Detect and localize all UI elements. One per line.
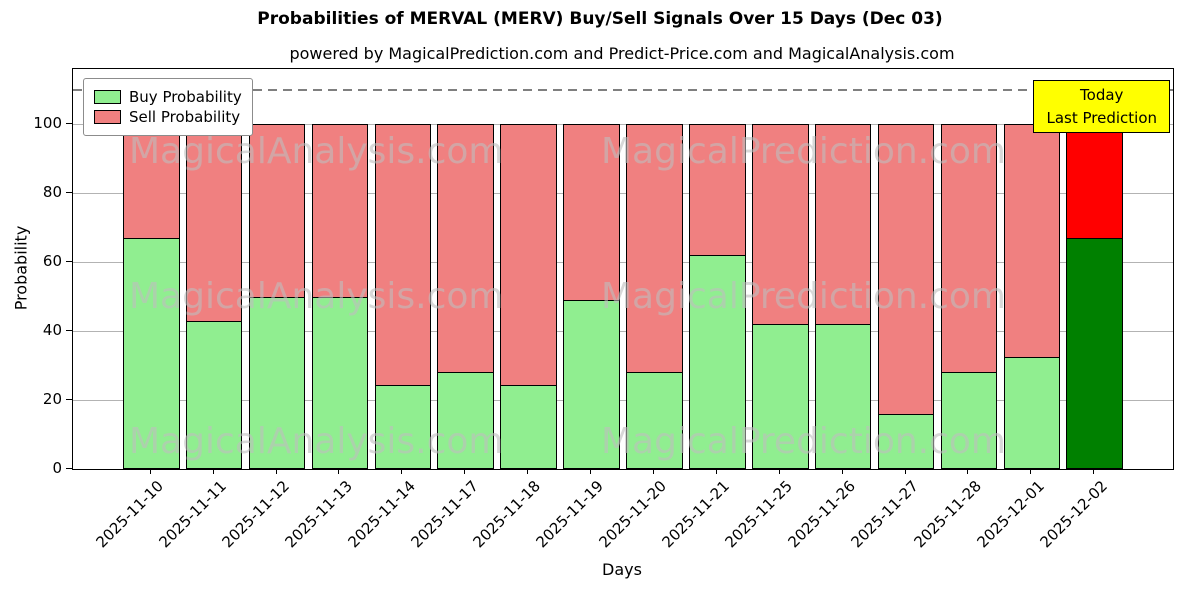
- buy-segment: [374, 384, 432, 469]
- watermark-text: MagicalAnalysis.com: [129, 276, 504, 317]
- watermark-text: MagicalAnalysis.com: [129, 421, 504, 462]
- x-tick-mark: [652, 468, 654, 474]
- x-tick-label: 2025-11-27: [847, 477, 922, 552]
- x-tick-label: 2025-11-26: [784, 477, 859, 552]
- sell-segment: [437, 124, 495, 374]
- x-tick-label: 2025-11-20: [595, 477, 671, 552]
- buy-segment: [248, 296, 306, 469]
- y-tick-label: 0: [52, 459, 62, 477]
- buy-segment: [437, 372, 495, 469]
- y-tick-label: 100: [33, 114, 62, 133]
- buy-segment: [1003, 356, 1061, 469]
- buy-segment: [814, 324, 872, 469]
- x-tick-label: 2025-11-25: [721, 477, 796, 552]
- x-tick-mark: [1093, 468, 1095, 474]
- x-tick-mark: [778, 468, 780, 474]
- buy-segment: [311, 296, 369, 469]
- y-tick-mark: [66, 122, 72, 124]
- gridline: [73, 192, 1173, 194]
- watermark-text: MagicalPrediction.com: [601, 131, 1006, 172]
- buy-segment: [1066, 237, 1123, 469]
- x-tick-mark: [967, 468, 969, 474]
- buy-probability-swatch: [94, 90, 121, 104]
- x-tick-label: 2025-11-11: [155, 477, 230, 552]
- x-tick-mark: [841, 468, 843, 474]
- x-tick-mark: [527, 468, 529, 474]
- sell-segment: [563, 124, 620, 302]
- y-tick-mark: [66, 191, 72, 193]
- y-tick-label: 40: [42, 321, 62, 340]
- x-tick-mark: [338, 468, 340, 474]
- gridline: [73, 123, 1173, 125]
- sell-segment: [1003, 124, 1061, 358]
- x-tick-mark: [715, 468, 717, 474]
- sell-segment: [940, 124, 998, 374]
- legend-label-buy: Buy Probability: [129, 88, 242, 106]
- x-tick-mark: [464, 468, 466, 474]
- x-tick-mark: [212, 468, 214, 474]
- y-tick-label: 60: [42, 252, 62, 271]
- watermark-text: MagicalAnalysis.com: [129, 131, 504, 172]
- x-tick-mark: [904, 468, 906, 474]
- x-tick-label: 2025-11-13: [281, 477, 356, 552]
- y-tick-label: 20: [42, 390, 62, 409]
- sell-segment: [1066, 124, 1123, 239]
- x-tick-label: 2025-11-12: [218, 477, 293, 552]
- buy-segment: [626, 372, 683, 469]
- buy-segment: [563, 300, 620, 469]
- x-tick-mark: [149, 468, 151, 474]
- y-tick-label: 80: [42, 183, 62, 202]
- x-tick-label: 2025-11-21: [658, 477, 734, 552]
- x-tick-label: 2025-11-28: [910, 477, 985, 552]
- x-tick-mark: [275, 468, 277, 474]
- sell-segment: [311, 124, 369, 298]
- y-tick-mark: [66, 329, 72, 331]
- gridline: [73, 330, 1173, 332]
- x-tick-mark: [401, 468, 403, 474]
- sell-segment: [248, 124, 306, 298]
- today-annotation: Today Last Prediction: [1033, 80, 1170, 133]
- legend-item-buy: Buy Probability: [94, 88, 242, 106]
- legend-item-sell: Sell Probability: [94, 108, 242, 126]
- gridline: [73, 399, 1173, 401]
- plot-area: Buy Probability Sell Probability Today L…: [72, 68, 1174, 470]
- sell-segment: [689, 124, 746, 257]
- y-tick-mark: [66, 467, 72, 469]
- y-tick-mark: [66, 398, 72, 400]
- chart-subtitle: powered by MagicalPrediction.com and Pre…: [289, 44, 955, 63]
- x-tick-label: 2025-11-10: [92, 477, 168, 552]
- buy-segment: [751, 324, 809, 469]
- chart-title: Probabilities of MERVAL (MERV) Buy/Sell …: [257, 9, 943, 29]
- annotation-line-1: Today: [1080, 86, 1124, 104]
- threshold-dashed-line: [73, 88, 1173, 91]
- sell-segment: [185, 124, 243, 322]
- x-tick-mark: [590, 468, 592, 474]
- sell-segment: [626, 124, 683, 374]
- sell-segment: [123, 124, 180, 239]
- sell-segment: [751, 124, 809, 326]
- sell-probability-swatch: [94, 110, 121, 124]
- watermark-text: MagicalPrediction.com: [601, 276, 1006, 317]
- x-axis-label: Days: [602, 560, 642, 579]
- buy-segment: [500, 384, 557, 469]
- x-tick-mark: [1030, 468, 1032, 474]
- annotation-line-2: Last Prediction: [1046, 108, 1157, 127]
- gridline: [73, 261, 1173, 263]
- sell-segment: [374, 124, 432, 386]
- legend: Buy Probability Sell Probability: [83, 78, 253, 136]
- buy-segment: [940, 372, 998, 469]
- sell-segment: [877, 124, 935, 415]
- sell-segment: [814, 124, 872, 326]
- legend-label-sell: Sell Probability: [129, 108, 241, 126]
- sell-segment: [500, 124, 557, 386]
- watermark-text: MagicalPrediction.com: [601, 421, 1006, 462]
- x-tick-label: 2025-11-14: [344, 477, 419, 552]
- y-tick-mark: [66, 260, 72, 262]
